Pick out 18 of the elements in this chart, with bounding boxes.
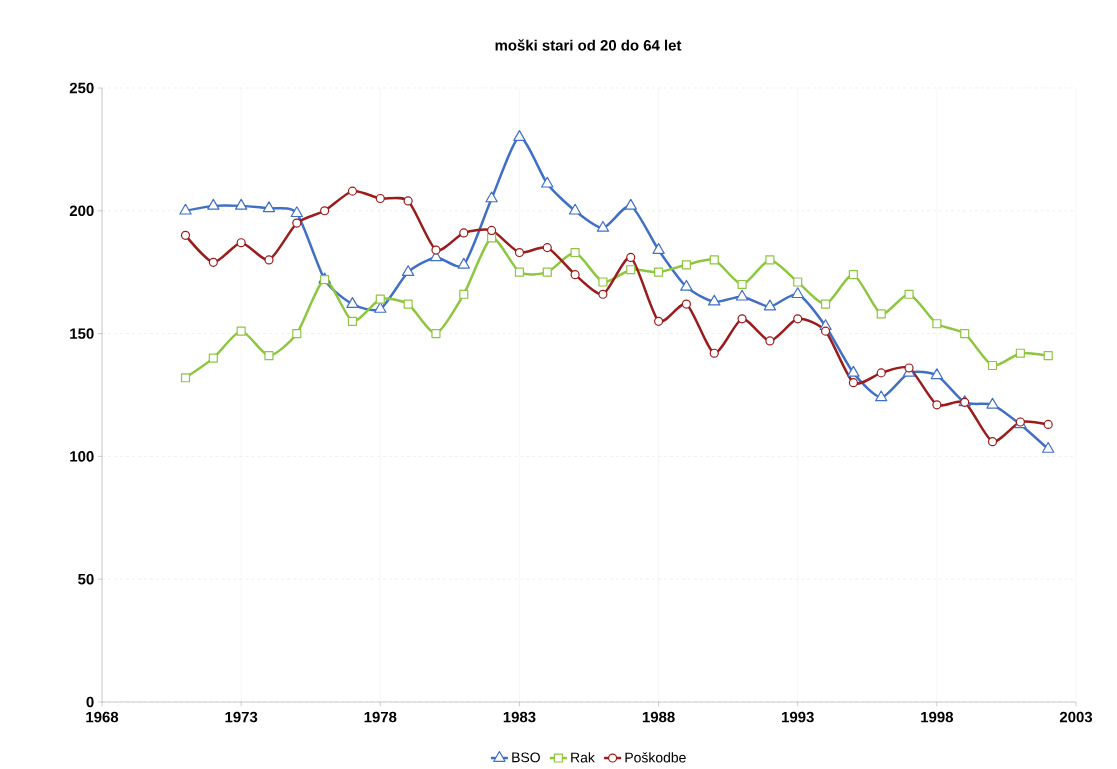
legend-label: Rak (571, 752, 595, 763)
x-tick-label: 2003 (1059, 711, 1093, 723)
legend-label: BSO (512, 752, 540, 763)
x-tick-label: 1968 (86, 711, 119, 723)
legend-label: Poškodbe (625, 752, 686, 763)
y-tick-label: 200 (69, 205, 94, 217)
chart-title: moški stari od 20 do 64 let (495, 39, 682, 51)
x-tick-label: 1978 (364, 711, 397, 723)
y-tick-label: 150 (70, 328, 94, 339)
x-tick-label: 1983 (503, 711, 536, 723)
x-tick-label: 1988 (642, 711, 675, 723)
y-tick-label: 0 (86, 696, 94, 708)
x-tick-label: 1973 (225, 711, 258, 723)
x-tick-label: 1998 (921, 711, 954, 723)
x-tick-label: 1993 (782, 711, 814, 723)
y-tick-label: 250 (69, 82, 94, 94)
y-tick-label: 50 (78, 573, 94, 585)
y-tick-label: 100 (70, 451, 94, 462)
